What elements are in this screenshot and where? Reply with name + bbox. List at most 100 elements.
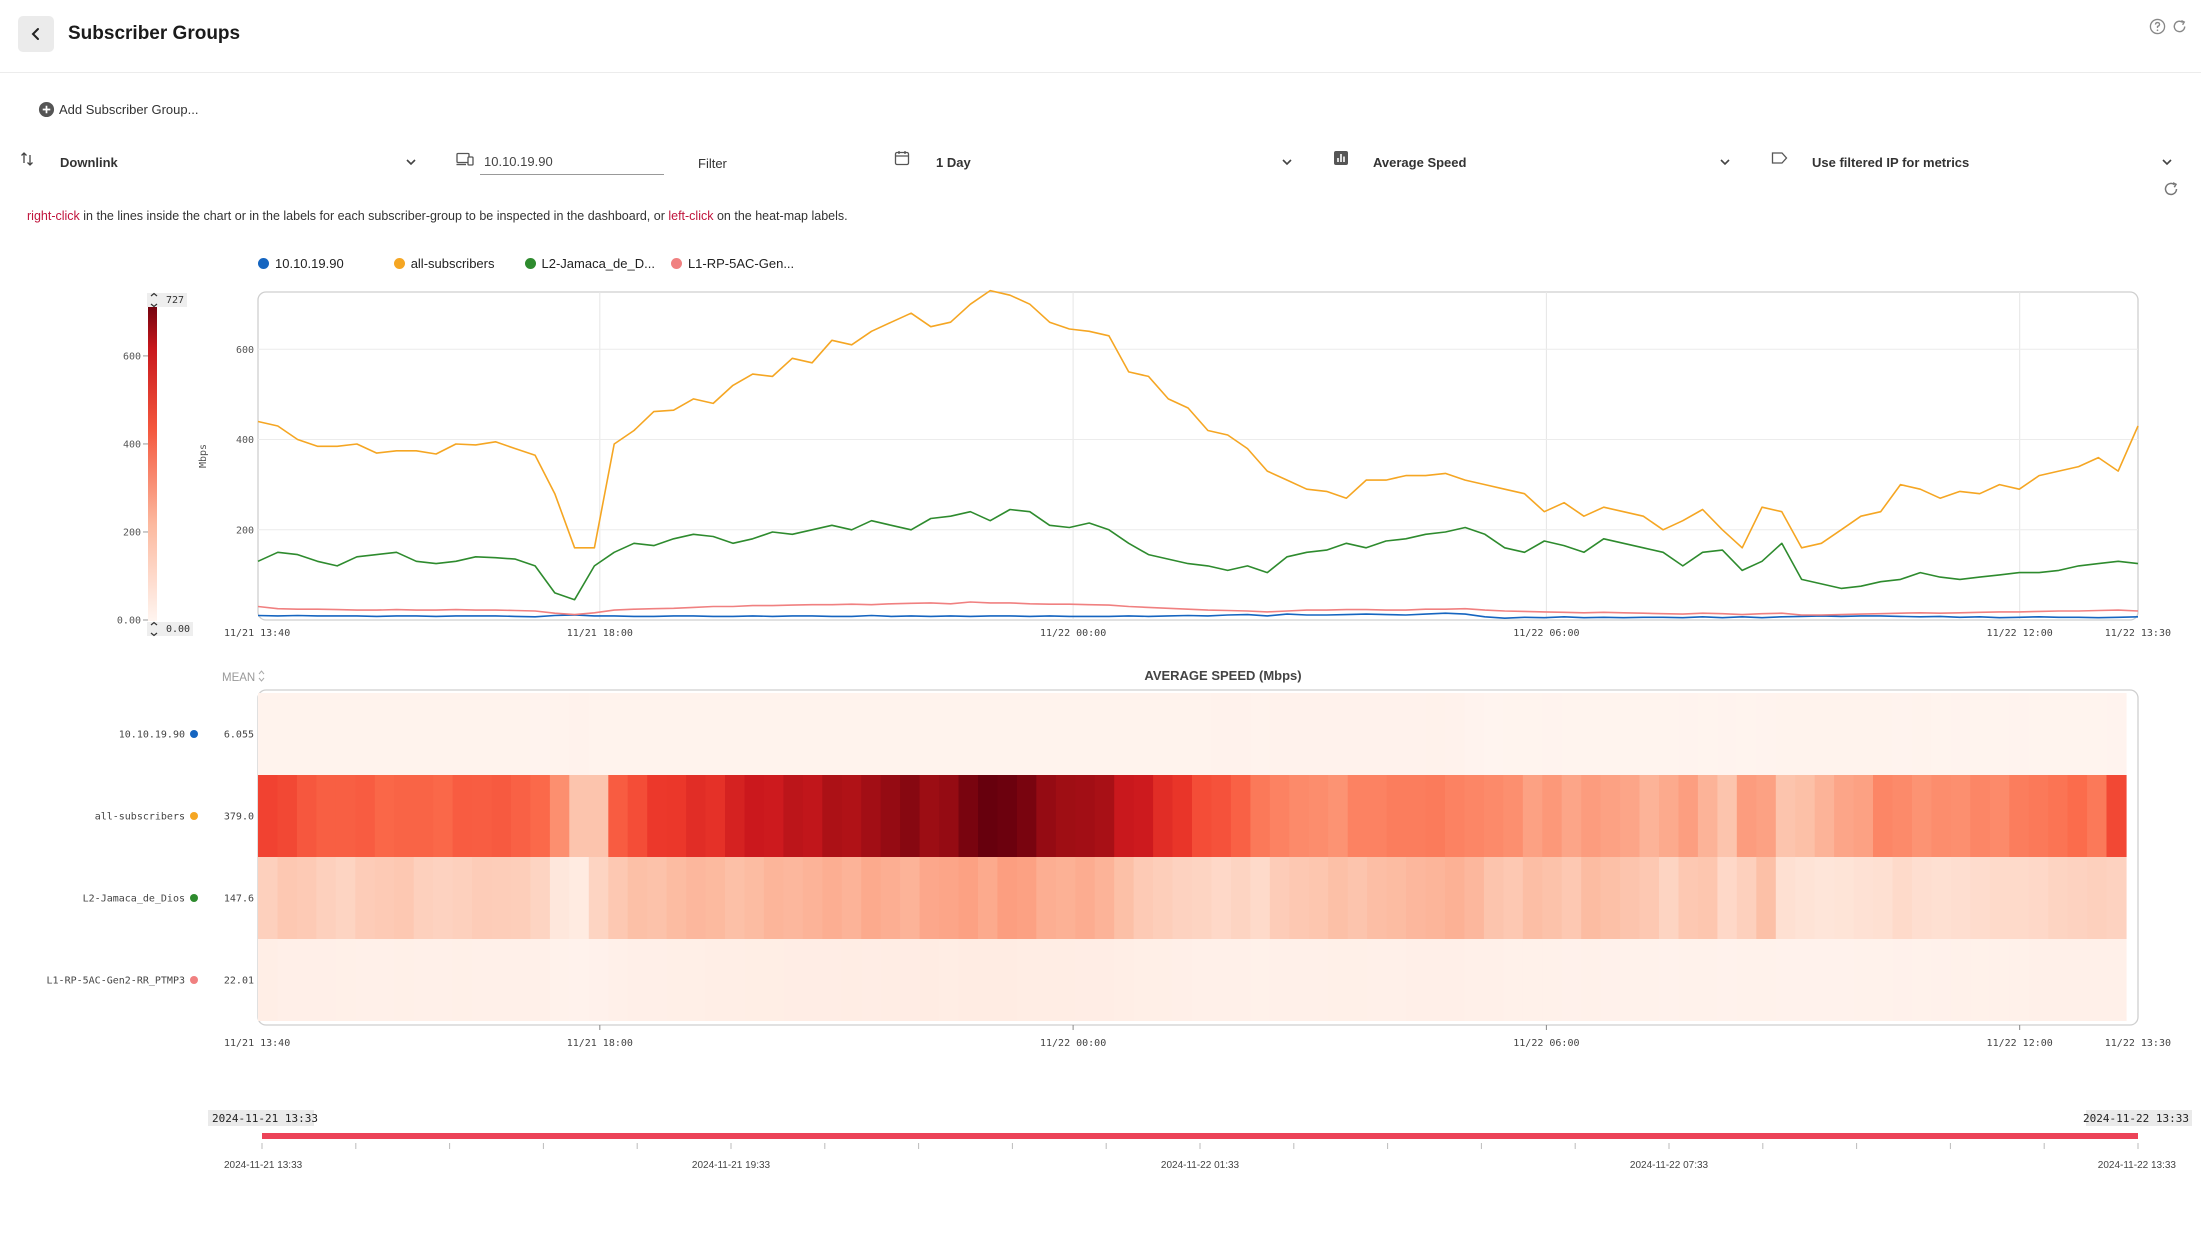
heatmap-cell[interactable] — [1620, 939, 1641, 1021]
heatmap-cell[interactable] — [433, 693, 454, 775]
heatmap-cell[interactable] — [978, 939, 999, 1021]
heatmap-cell[interactable] — [1269, 775, 1290, 857]
heatmap-cell[interactable] — [763, 939, 784, 1021]
heatmap-cell[interactable] — [1892, 857, 1913, 939]
heatmap-cell[interactable] — [1425, 693, 1446, 775]
heatmap-cell[interactable] — [2028, 775, 2049, 857]
heatmap-cell[interactable] — [1445, 693, 1466, 775]
heatmap-cell[interactable] — [880, 775, 901, 857]
heatmap-cell[interactable] — [900, 693, 921, 775]
heatmap-cell[interactable] — [1659, 775, 1680, 857]
heatmap-cell[interactable] — [2048, 693, 2069, 775]
heatmap-cell[interactable] — [822, 857, 843, 939]
heatmap-cell[interactable] — [725, 693, 746, 775]
heatmap-cell[interactable] — [1172, 939, 1193, 1021]
heatmap-cell[interactable] — [841, 775, 862, 857]
heatmap-cell[interactable] — [491, 775, 512, 857]
heatmap-cell[interactable] — [1386, 775, 1407, 857]
heatmap-cell[interactable] — [1172, 693, 1193, 775]
heatmap-cell[interactable] — [1328, 857, 1349, 939]
heatmap-cell[interactable] — [1853, 939, 1874, 1021]
heatmap-cell[interactable] — [1445, 775, 1466, 857]
heatmap-cell[interactable] — [1717, 857, 1738, 939]
heatmap-cell[interactable] — [277, 939, 298, 1021]
heatmap-cell[interactable] — [2087, 693, 2108, 775]
heatmap-cell[interactable] — [258, 939, 279, 1021]
heatmap-cell[interactable] — [686, 857, 707, 939]
heatmap-cell[interactable] — [1503, 939, 1524, 1021]
heatmap-cell[interactable] — [374, 693, 395, 775]
slider-end-handle[interactable]: 2024-11-22 13:33 — [2083, 1110, 2192, 1126]
heatmap-cell[interactable] — [472, 693, 493, 775]
heatmap-cell[interactable] — [1094, 775, 1115, 857]
heatmap-cell[interactable] — [1114, 775, 1135, 857]
heatmap-cell[interactable] — [1912, 857, 1933, 939]
refresh-icon[interactable] — [2170, 17, 2188, 35]
heatmap-cell[interactable] — [1094, 939, 1115, 1021]
heatmap-cell[interactable] — [472, 939, 493, 1021]
heatmap-cell[interactable] — [1989, 939, 2010, 1021]
heatmap-cell[interactable] — [2087, 939, 2108, 1021]
heatmap-cell[interactable] — [1950, 775, 1971, 857]
heatmap-cell[interactable] — [2009, 939, 2030, 1021]
heatmap-cell[interactable] — [1328, 939, 1349, 1021]
heatmap-cell[interactable] — [1561, 857, 1582, 939]
heatmap-row-label[interactable]: 10.10.19.90 6.055 — [119, 730, 254, 741]
heatmap-cell[interactable] — [588, 775, 609, 857]
heatmap-cell[interactable] — [1970, 775, 1991, 857]
heatmap-cell[interactable] — [452, 939, 473, 1021]
heatmap-cell[interactable] — [861, 693, 882, 775]
heatmap-cell[interactable] — [647, 857, 668, 939]
heatmap-cell[interactable] — [958, 693, 979, 775]
heatmap-cell[interactable] — [802, 939, 823, 1021]
heatmap-cell[interactable] — [2028, 939, 2049, 1021]
add-subscriber-group-button[interactable]: Add Subscriber Group... — [38, 101, 198, 118]
heatmap-cell[interactable] — [1581, 775, 1602, 857]
heatmap-cell[interactable] — [1600, 939, 1621, 1021]
heatmap-cell[interactable] — [1328, 775, 1349, 857]
heatmap-cell[interactable] — [2067, 939, 2088, 1021]
heatmap-row-label[interactable]: all-subscribers 379.0 — [95, 812, 254, 823]
heatmap-cell[interactable] — [978, 693, 999, 775]
heatmap-cell[interactable] — [1775, 693, 1796, 775]
heatmap-cell[interactable] — [2087, 857, 2108, 939]
heatmap-cell[interactable] — [997, 939, 1018, 1021]
heatmap-cell[interactable] — [1347, 939, 1368, 1021]
heatmap-cell[interactable] — [1036, 857, 1057, 939]
heatmap-cell[interactable] — [1094, 693, 1115, 775]
heatmap-cell[interactable] — [1678, 857, 1699, 939]
heatmap-cell[interactable] — [1931, 857, 1952, 939]
series-line[interactable] — [257, 508, 2139, 601]
heatmap-cell[interactable] — [939, 857, 960, 939]
heatmap-cell[interactable] — [1036, 939, 1057, 1021]
heatmap-cell[interactable] — [1308, 775, 1329, 857]
heatmap-cell[interactable] — [1873, 857, 1894, 939]
heatmap-cell[interactable] — [1406, 775, 1427, 857]
heatmap-cell[interactable] — [1950, 939, 1971, 1021]
heatmap-cell[interactable] — [1989, 775, 2010, 857]
heatmap-cell[interactable] — [939, 939, 960, 1021]
heatmap-cell[interactable] — [1522, 693, 1543, 775]
heatmap-cell[interactable] — [1133, 693, 1154, 775]
heatmap-cell[interactable] — [647, 939, 668, 1021]
heatmap-cell[interactable] — [1153, 857, 1174, 939]
heatmap-cell[interactable] — [686, 693, 707, 775]
heatmap-cell[interactable] — [1230, 693, 1251, 775]
heatmap-cell[interactable] — [1406, 857, 1427, 939]
heatmap-cell[interactable] — [608, 857, 629, 939]
heatmap-cell[interactable] — [1425, 775, 1446, 857]
heatmap-cell[interactable] — [1736, 775, 1757, 857]
heatmap-row-label[interactable]: L1-RP-5AC-Gen2-RR_PTMP3 22.01 — [47, 976, 254, 987]
heatmap-cell[interactable] — [1581, 939, 1602, 1021]
heatmap-cell[interactable] — [511, 939, 532, 1021]
heatmap-cell[interactable] — [1016, 939, 1037, 1021]
heatmap-cell[interactable] — [1931, 775, 1952, 857]
heatmap-cell[interactable] — [1367, 857, 1388, 939]
heatmap-cell[interactable] — [1775, 939, 1796, 1021]
heatmap-cell[interactable] — [1853, 775, 1874, 857]
heatmap-cell[interactable] — [1970, 693, 1991, 775]
heatmap-cell[interactable] — [627, 693, 648, 775]
heatmap-cell[interactable] — [1367, 693, 1388, 775]
series-line[interactable] — [257, 601, 2139, 616]
heatmap-cell[interactable] — [2048, 857, 2069, 939]
